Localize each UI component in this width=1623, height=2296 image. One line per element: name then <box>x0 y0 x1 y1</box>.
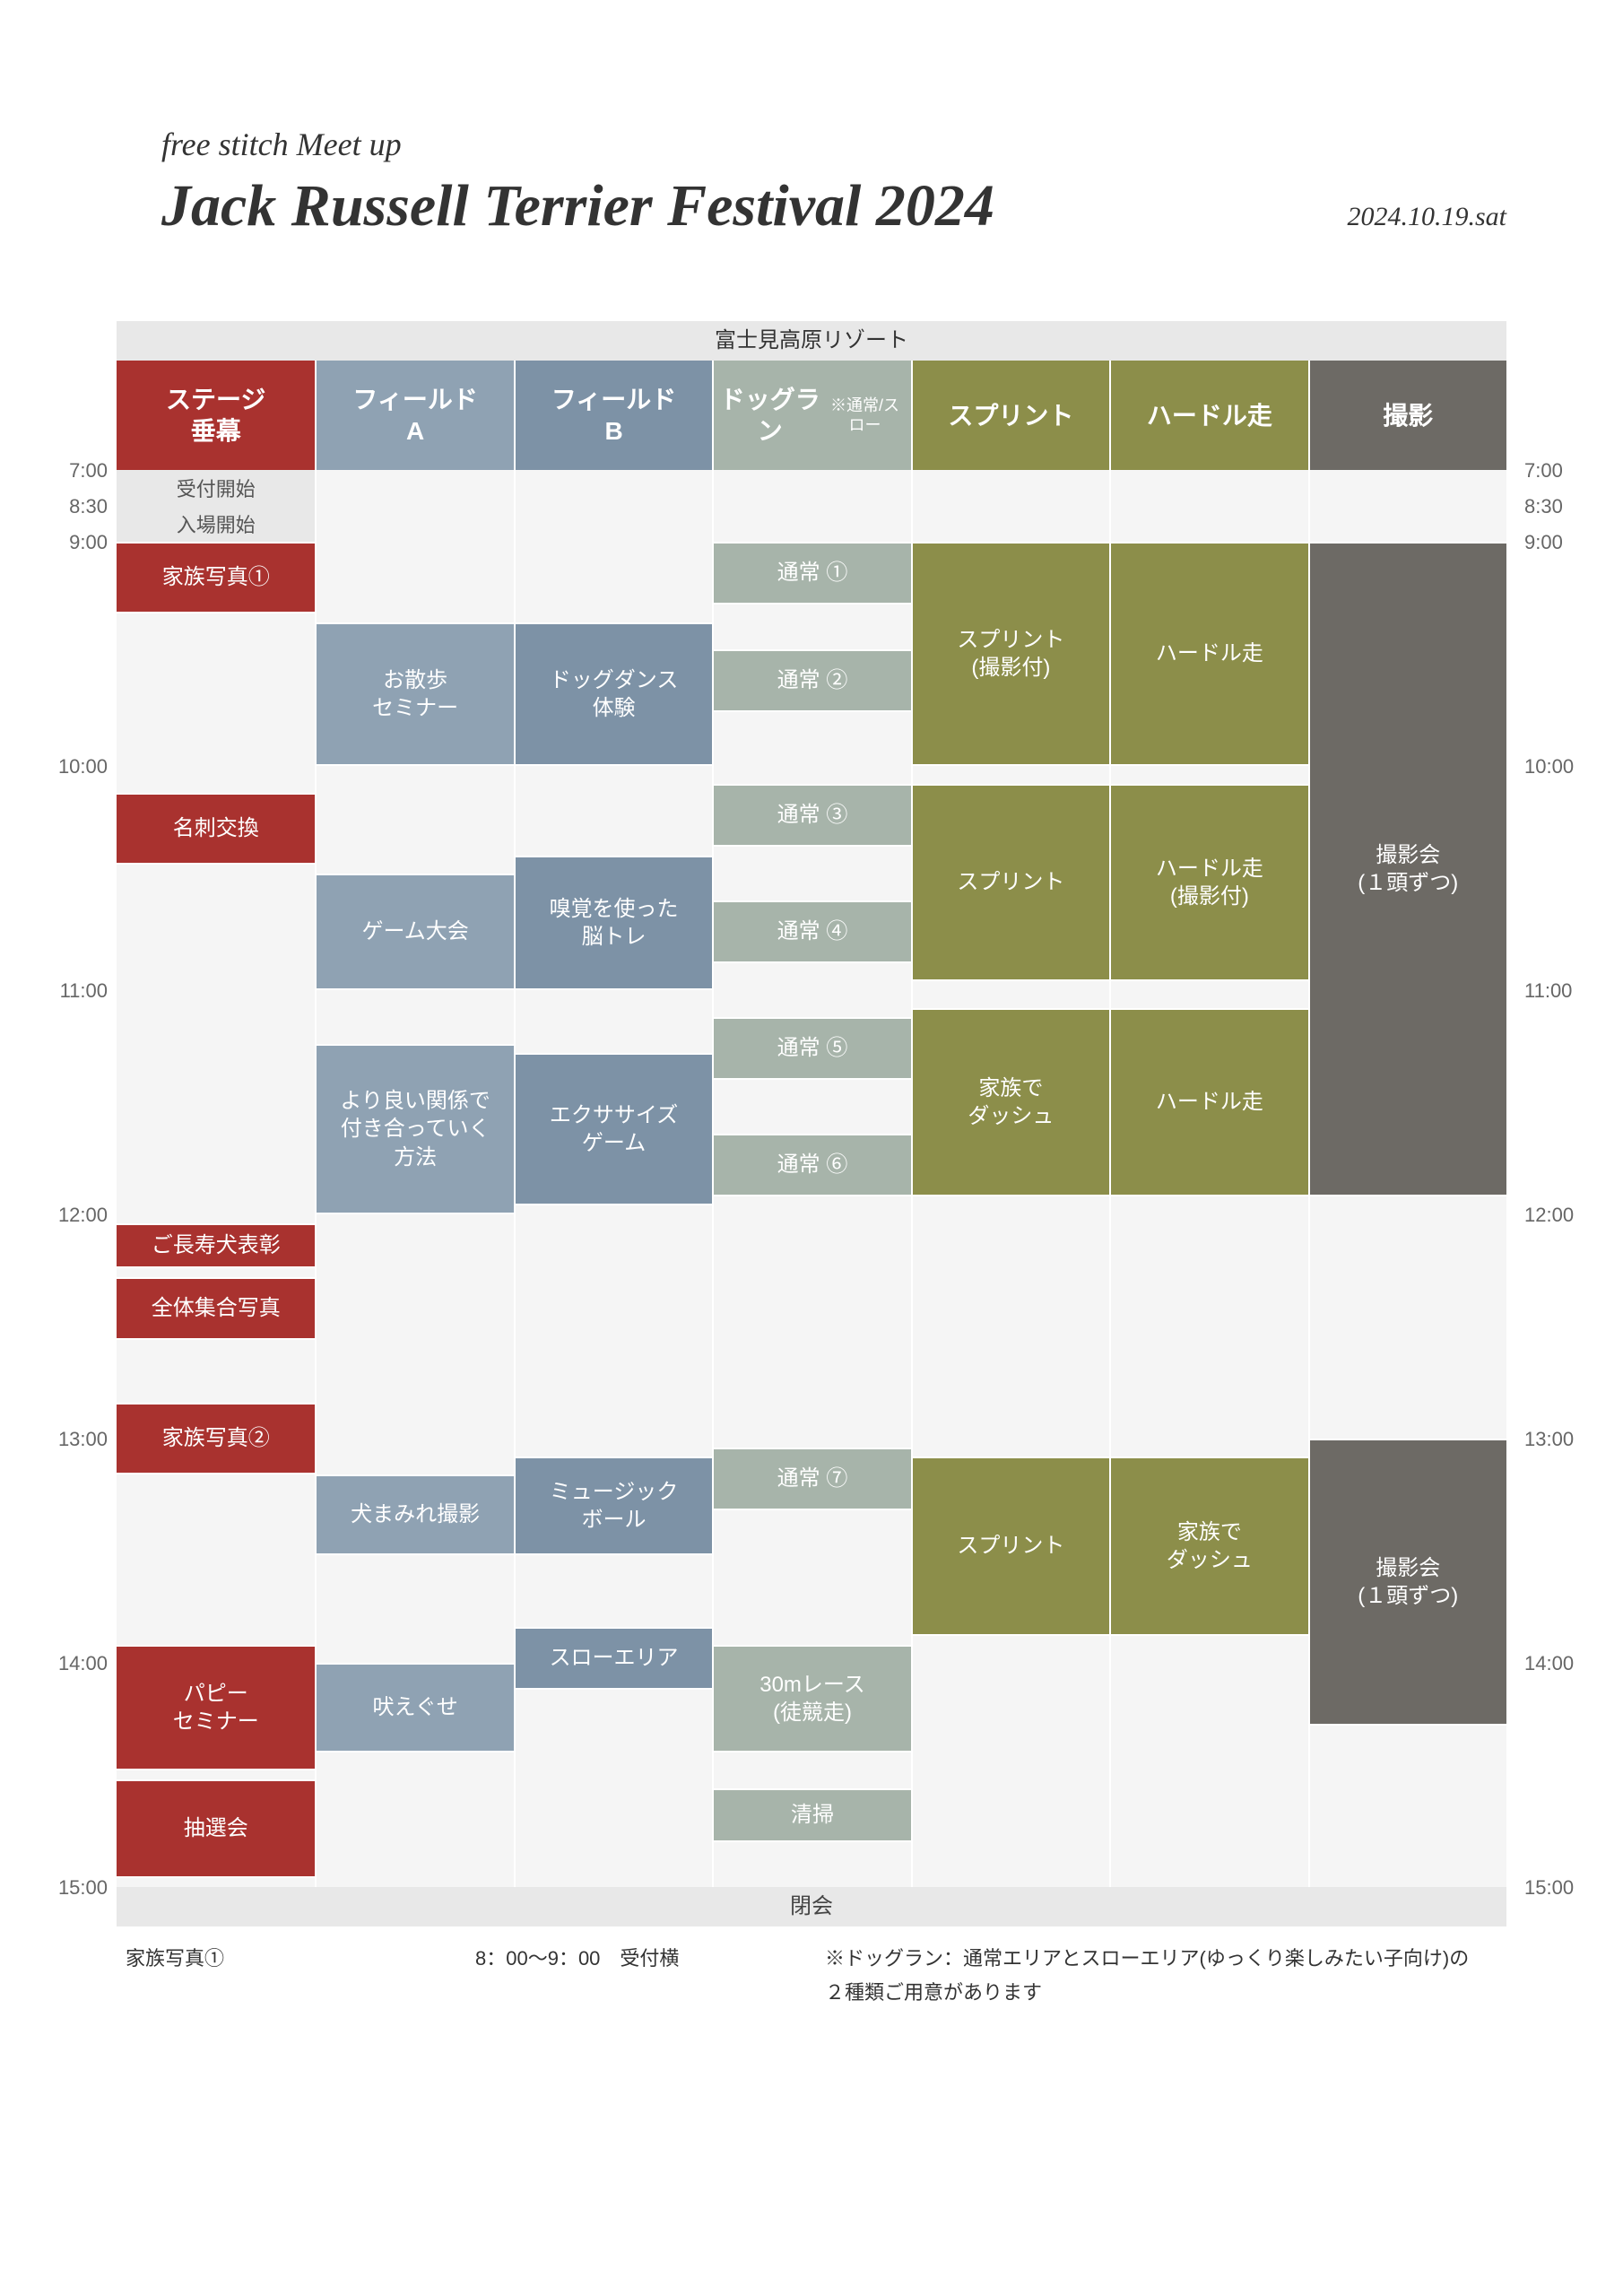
main-title: Jack Russell Terrier Festival 2024 <box>161 172 994 240</box>
schedule-block: お散歩セミナー <box>317 622 513 766</box>
track-headers: ステージ垂幕フィールドAフィールドBドッグラン※通常/スロースプリントハードル走… <box>117 361 1506 470</box>
schedule-grid: 7:008:309:0010:0011:0012:0013:0014:0015:… <box>117 321 1506 1926</box>
time-label: 14:00 <box>45 1652 108 1675</box>
schedule-block: 通常 ⑥ <box>714 1134 910 1196</box>
footer-notes: 家族写真① 8：00〜9：00 受付横 ※ドッグラン：通常エリアとスローエリア(… <box>117 1943 1506 2005</box>
time-label: 7:00 <box>1524 459 1587 483</box>
track-field-b: ドッグダンス体験嗅覚を使った脳トレエクササイズゲームミュージックボールスローエリ… <box>514 542 712 1887</box>
track-stage: 家族写真① 名刺交換ご長寿犬表彰全体集合写真家族写真② パピーセミナー抽選会 <box>117 542 315 1887</box>
time-label: 8:30 <box>1524 495 1587 518</box>
schedule-block: 撮影会(１頭ずつ) <box>1310 1439 1506 1726</box>
schedule-block: ハードル走(撮影付) <box>1111 784 1307 981</box>
time-label: 10:00 <box>1524 755 1587 778</box>
schedule-block: エクササイズゲーム <box>516 1053 712 1205</box>
time-label: 10:00 <box>45 755 108 778</box>
schedule-block: パピーセミナー <box>117 1645 315 1770</box>
schedule-block: スローエリア <box>516 1627 712 1690</box>
track-header: スプリント <box>911 361 1109 470</box>
time-label: 13:00 <box>1524 1428 1587 1451</box>
time-label: 12:00 <box>1524 1204 1587 1227</box>
track-header: ステージ垂幕 <box>117 361 315 470</box>
schedule-block: 清掃 <box>714 1788 910 1842</box>
track-photo: 撮影会(１頭ずつ) 撮影会(１頭ずつ) <box>1308 542 1506 1887</box>
schedule-block: 嗅覚を使った脳トレ <box>516 856 712 990</box>
closing-bar: 閉会 <box>117 1887 1506 1926</box>
schedule-block: ミュージックボール <box>516 1457 712 1555</box>
time-label: 9:00 <box>45 531 108 554</box>
schedule-block: 通常 ① <box>714 542 910 604</box>
schedule-block: 犬まみれ撮影 <box>317 1474 513 1555</box>
schedule-block: 全体集合写真 <box>117 1277 315 1340</box>
schedule-block: より良い関係で付き合っていく方法 <box>317 1044 513 1214</box>
title-bar: Jack Russell Terrier Festival 2024 2024.… <box>161 172 1506 240</box>
time-label: 9:00 <box>1524 531 1587 554</box>
subtitle: free stitch Meet up <box>161 126 1506 163</box>
track-dogrun: 通常 ① 通常 ② 通常 ③ 通常 ④ 通常 ⑤ 通常 ⑥ 通常 ⑦ 30mレース(徒競走) 清… <box>712 542 910 1887</box>
schedule-body: 家族写真① 名刺交換ご長寿犬表彰全体集合写真家族写真② パピーセミナー抽選会 お散歩… <box>117 542 1506 1887</box>
schedule-block: 吠えぐせ <box>317 1663 513 1752</box>
schedule-block: 通常 ② <box>714 649 910 712</box>
time-label: 11:00 <box>45 979 108 1003</box>
time-label: 13:00 <box>45 1428 108 1451</box>
venue-bar: 富士見高原リゾート <box>117 321 1506 361</box>
schedule-block: スプリント(撮影付) <box>913 542 1109 766</box>
track-header: ハードル走 <box>1109 361 1307 470</box>
page-header: free stitch Meet up Jack Russell Terrier… <box>117 126 1506 285</box>
footnote-1: 家族写真① <box>126 1943 466 2005</box>
schedule-block: ハードル走 <box>1111 542 1307 766</box>
prerow-item: 受付開始 <box>117 470 315 506</box>
schedule-block: 30mレース(徒競走) <box>714 1645 910 1752</box>
schedule-block: 通常 ⑤ <box>714 1017 910 1080</box>
time-label: 8:30 <box>45 495 108 518</box>
schedule-block: 家族でダッシュ <box>913 1008 1109 1196</box>
pre-schedule-rows: 受付開始入場開始 <box>117 470 1506 542</box>
schedule-block: ご長寿犬表彰 <box>117 1223 315 1268</box>
schedule-block: 家族写真② <box>117 1403 315 1474</box>
schedule-block: 撮影会(１頭ずつ) <box>1310 542 1506 1196</box>
track-header: フィールドB <box>514 361 712 470</box>
track-header: ドッグラン※通常/スロー <box>712 361 910 470</box>
schedule-block: スプリント <box>913 784 1109 981</box>
time-label: 12:00 <box>45 1204 108 1227</box>
event-date: 2024.10.19.sat <box>1347 202 1506 232</box>
track-sprint: スプリント(撮影付)スプリント家族でダッシュスプリント <box>911 542 1109 1887</box>
time-label: 15:00 <box>1524 1876 1587 1900</box>
footnote-2: 8：00〜9：00 受付横 <box>475 1943 816 2005</box>
schedule-block: 名刺交換 <box>117 793 315 865</box>
prerow-item: 入場開始 <box>117 506 315 542</box>
schedule-block: ドッグダンス体験 <box>516 622 712 766</box>
time-label: 7:00 <box>45 459 108 483</box>
time-label: 15:00 <box>45 1876 108 1900</box>
footnote-3: ※ドッグラン：通常エリアとスローエリア(ゆっくり楽しみたい子向け)の ２種類ご用… <box>825 1943 1506 2005</box>
schedule-block: 通常 ③ <box>714 784 910 847</box>
schedule-block: ゲーム大会 <box>317 874 513 990</box>
time-label: 11:00 <box>1524 979 1587 1003</box>
schedule-block: 通常 ⑦ <box>714 1448 910 1510</box>
schedule-block: 抽選会 <box>117 1779 315 1878</box>
schedule-block: 通常 ④ <box>714 900 910 963</box>
track-header: フィールドA <box>315 361 513 470</box>
schedule-block: 家族でダッシュ <box>1111 1457 1307 1636</box>
track-hurdle: ハードル走ハードル走(撮影付)ハードル走家族でダッシュ <box>1109 542 1307 1887</box>
schedule-block: スプリント <box>913 1457 1109 1636</box>
schedule-block: ハードル走 <box>1111 1008 1307 1196</box>
time-label: 14:00 <box>1524 1652 1587 1675</box>
schedule-block: 家族写真① <box>117 542 315 613</box>
track-field-a: お散歩セミナーゲーム大会より良い関係で付き合っていく方法犬まみれ撮影吠えぐせ <box>315 542 513 1887</box>
track-header: 撮影 <box>1308 361 1506 470</box>
